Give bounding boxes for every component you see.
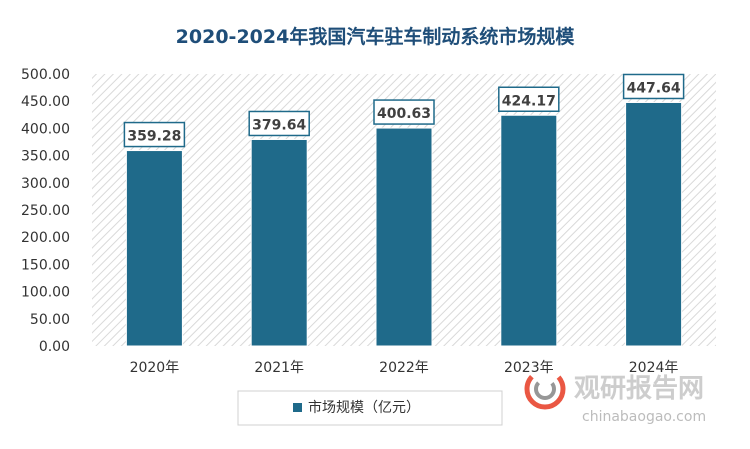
data-label-box	[373, 99, 435, 125]
legend-swatch	[293, 403, 302, 412]
data-label: 447.64	[627, 80, 681, 96]
y-axis: 0.00 50.00 100.00 150.00 200.00 250.00 300.00 3…	[21, 67, 70, 355]
x-tick-label: 2024年	[629, 360, 679, 376]
data-label: 359.28	[127, 129, 181, 145]
y-tick-label: 0.00	[39, 339, 70, 355]
x-axis: 2020年 2021年 2022年 2023年 2024年	[130, 360, 679, 376]
ring-logo-icon	[524, 368, 566, 410]
y-tick-label: 300.00	[21, 176, 70, 192]
bar	[250, 138, 308, 347]
y-tick-label: 200.00	[21, 230, 70, 246]
x-tick-label: 2023年	[504, 360, 554, 376]
data-label-box	[498, 86, 560, 113]
y-tick-label: 350.00	[21, 149, 70, 165]
legend-box	[237, 390, 503, 426]
x-tick-label: 2021年	[254, 360, 304, 376]
legend-label: 市场规模（亿元）	[308, 399, 420, 416]
watermark-brand: 观研报告网	[574, 373, 704, 404]
data-label-box	[622, 73, 685, 100]
data-label: 424.17	[502, 93, 556, 109]
bar	[625, 101, 683, 347]
data-label: 400.63	[377, 106, 431, 122]
bar	[375, 127, 433, 347]
chart-title: 2020-2024年我国汽车驻车制动系统市场规模	[176, 25, 576, 48]
bars-group: 359.28 379.64 400.63 424.17 447.64	[123, 73, 685, 347]
data-label-box	[123, 121, 186, 148]
y-tick-label: 100.00	[21, 285, 70, 301]
x-tick-label: 2020年	[130, 360, 180, 376]
bar	[500, 114, 558, 347]
bar	[125, 150, 183, 347]
watermark: 观研报告网 chinabaogao.com	[524, 368, 706, 425]
legend: 市场规模（亿元）	[237, 390, 503, 426]
y-tick-label: 450.00	[21, 94, 70, 110]
data-label: 379.64	[252, 117, 306, 133]
x-tick-label: 2022年	[379, 360, 429, 376]
y-tick-label: 250.00	[21, 203, 70, 219]
y-tick-label: 50.00	[30, 312, 70, 328]
data-label-box	[248, 110, 310, 137]
y-tick-label: 150.00	[21, 257, 70, 273]
y-tick-label: 400.00	[21, 121, 70, 137]
y-tick-label: 500.00	[21, 67, 70, 83]
watermark-url: chinabaogao.com	[582, 409, 706, 425]
